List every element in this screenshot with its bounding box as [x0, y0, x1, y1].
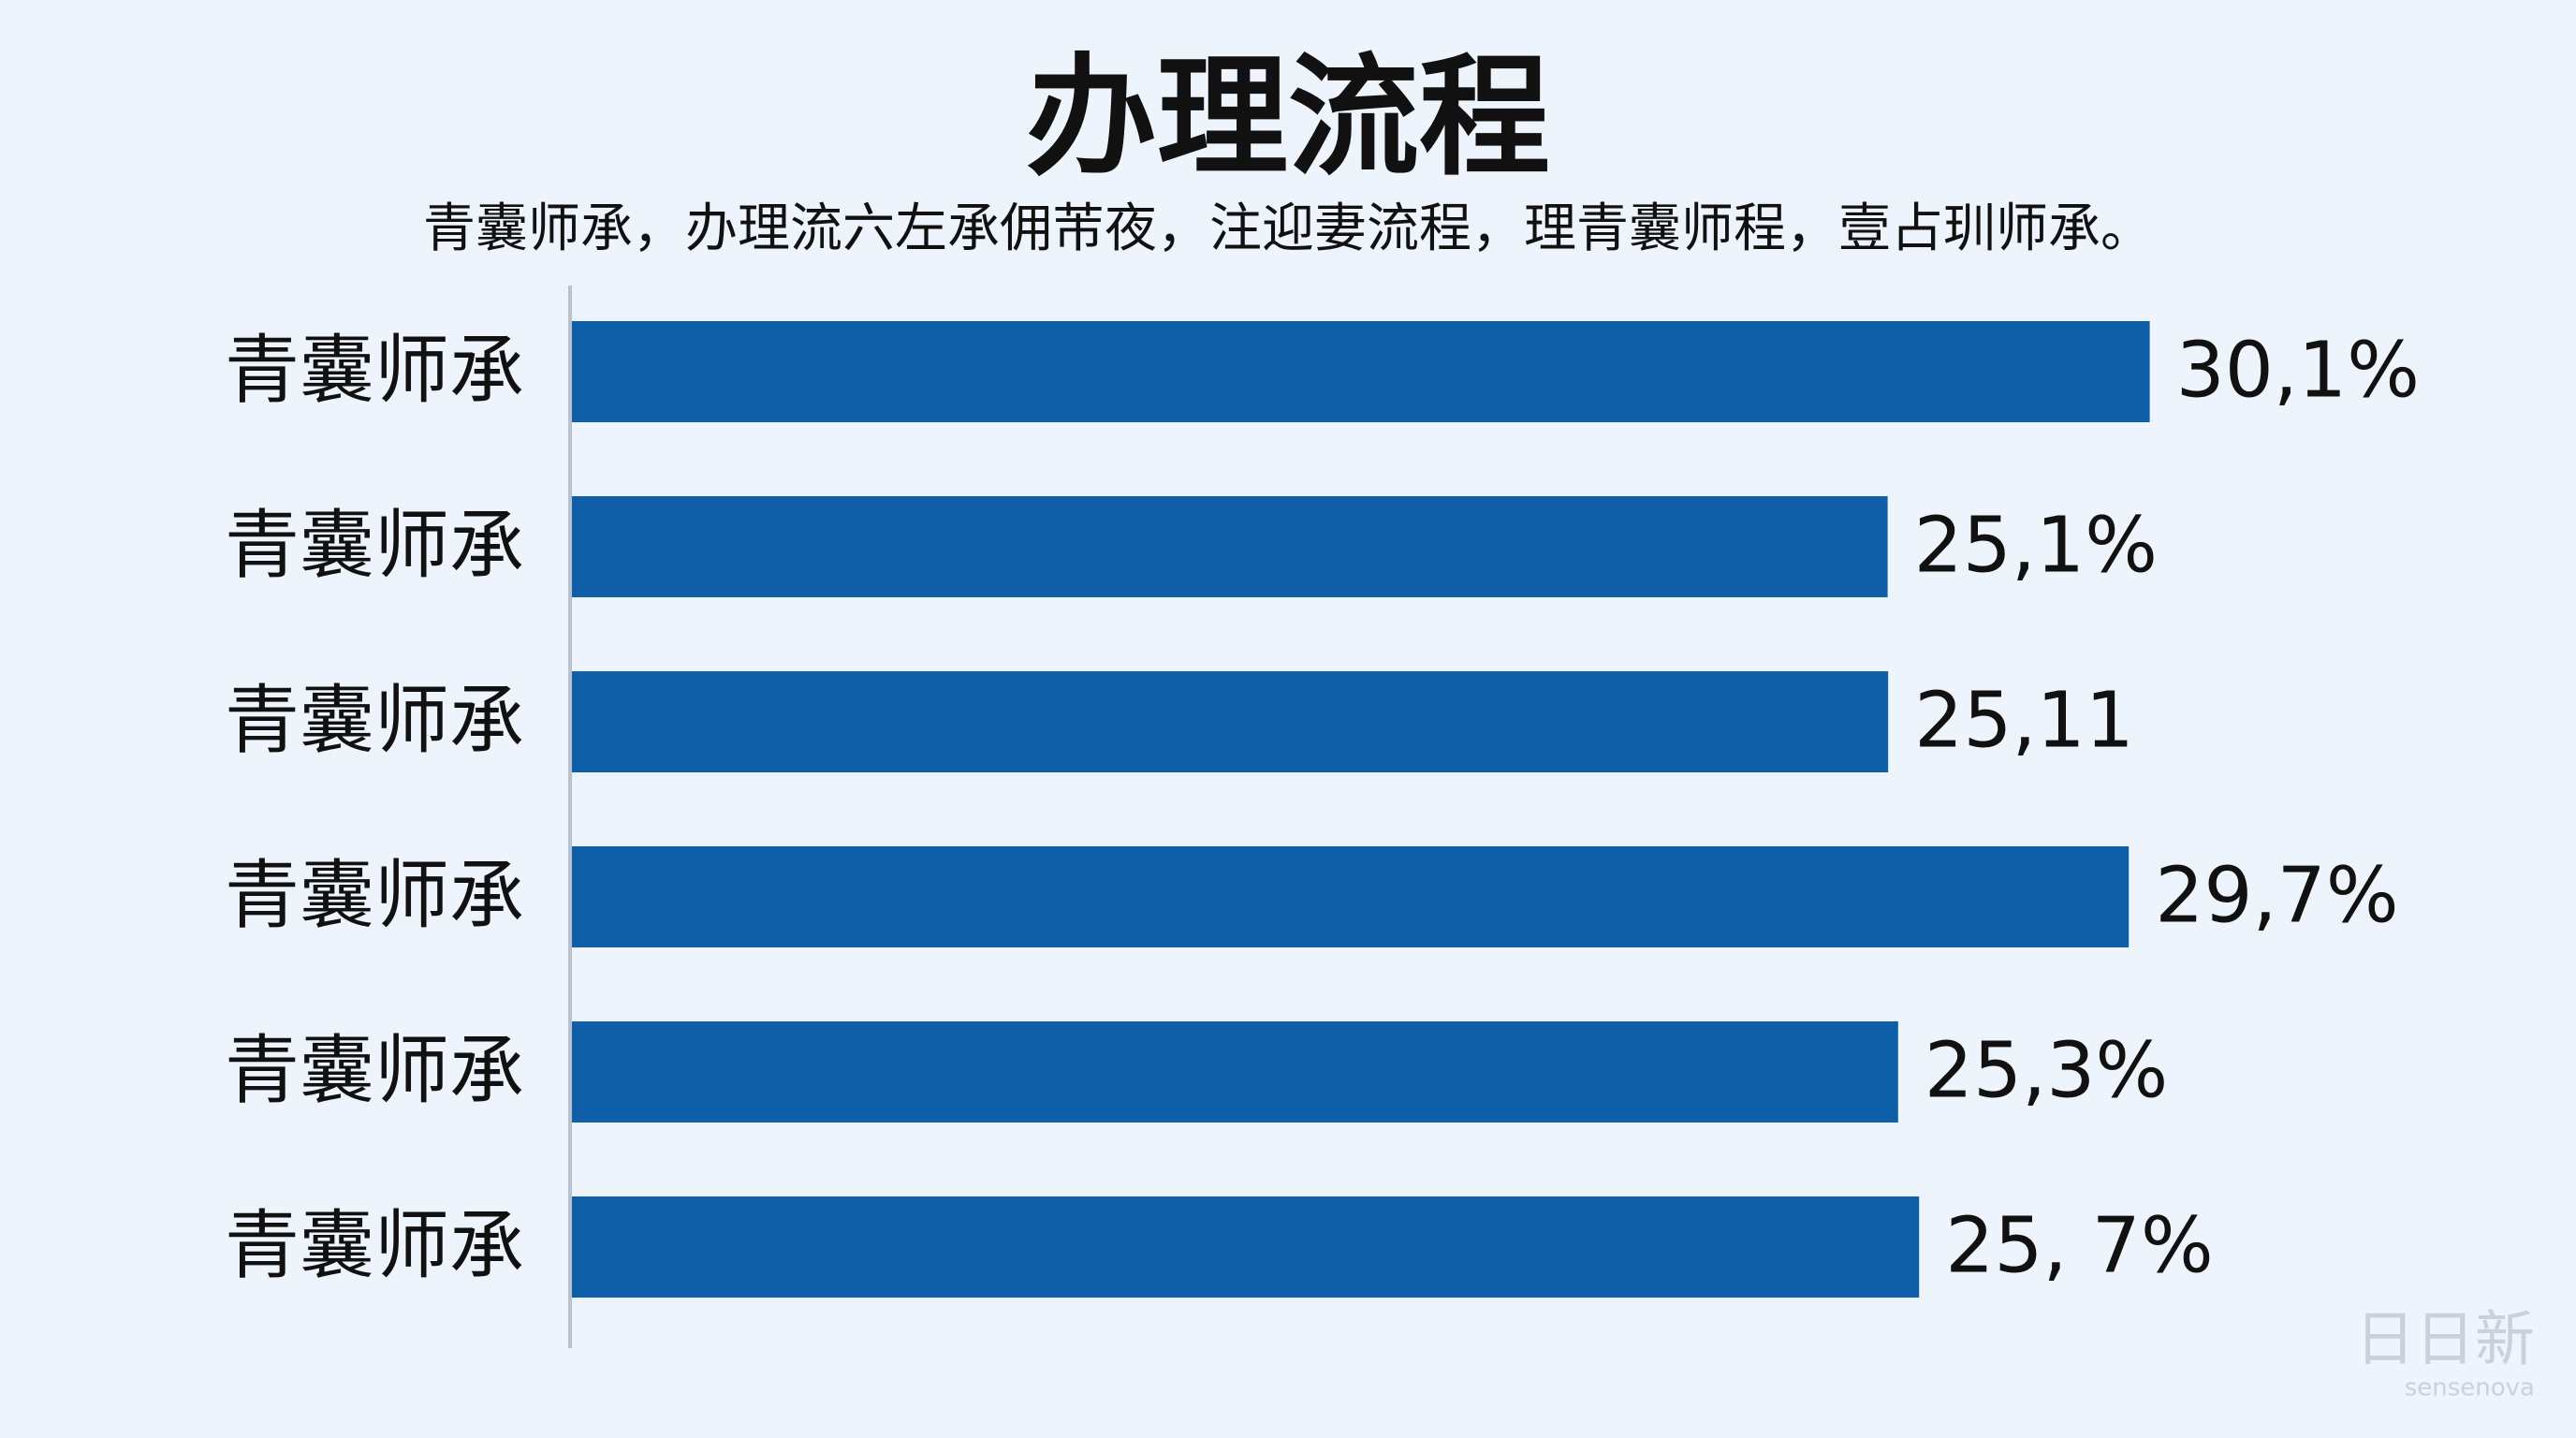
watermark: 日日新	[2355, 1306, 2535, 1375]
bar	[572, 671, 1889, 772]
chart-subtitle: 青囊师承，办理流六左承佣芾夜，注迎妻流程，理青囊师程，壹占玔师承。	[423, 198, 2153, 259]
category-label: 青囊师承	[225, 327, 524, 414]
value-label: 25, 7%	[1945, 1201, 2214, 1290]
value-label: 30,1%	[2176, 326, 2421, 415]
bar	[572, 846, 2130, 947]
category-label: 青囊师承	[225, 852, 524, 939]
bar	[572, 1196, 1920, 1298]
value-label: 29,7%	[2155, 851, 2399, 940]
value-label: 25,11	[1914, 676, 2134, 765]
bar	[572, 496, 1888, 597]
category-label: 青囊师承	[225, 1027, 524, 1114]
category-label: 青囊师承	[225, 502, 524, 589]
category-label: 青囊师承	[225, 1202, 524, 1289]
watermark-subtext: sensenova	[2405, 1374, 2535, 1402]
bar	[572, 1021, 1898, 1123]
chart-title: 办理流程	[1026, 42, 1550, 195]
bar	[572, 321, 2150, 422]
value-label: 25,1%	[1914, 501, 2159, 590]
category-label: 青囊师承	[225, 677, 524, 764]
value-label: 25,3%	[1925, 1026, 2169, 1115]
